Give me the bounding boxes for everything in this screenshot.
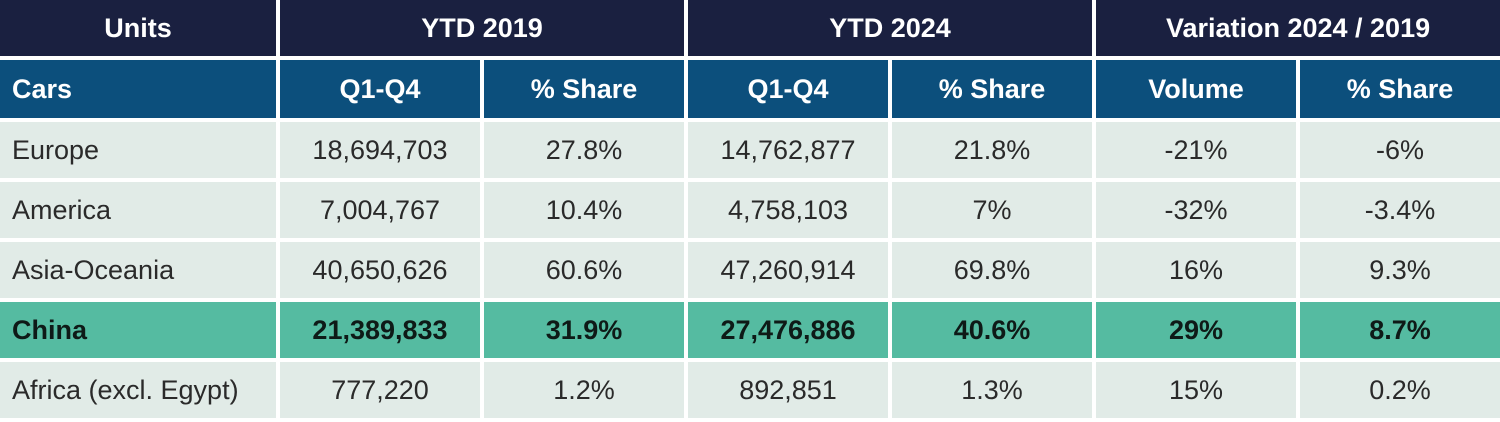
share-2024-cell: 69.8% [892, 242, 1093, 298]
volume-variation-cell: -32% [1096, 182, 1297, 238]
table-row-asia-oceania: Asia-Oceania 40,650,626 60.6% 47,260,914… [0, 242, 1500, 298]
table-row-africa: Africa (excl. Egypt) 777,220 1.2% 892,85… [0, 362, 1500, 418]
share-2019-cell: 60.6% [484, 242, 685, 298]
q1q4-2024-cell: 14,762,877 [688, 122, 889, 178]
header-share-variation: % Share [1300, 60, 1500, 118]
header-units: Units [0, 0, 276, 56]
volume-variation-cell: 16% [1096, 242, 1297, 298]
q1q4-2019-cell: 18,694,703 [280, 122, 480, 178]
share-2024-cell: 1.3% [892, 362, 1093, 418]
q1q4-2019-cell: 7,004,767 [280, 182, 480, 238]
header-q1q4-2019: Q1-Q4 [280, 60, 480, 118]
share-2019-cell: 1.2% [484, 362, 685, 418]
share-variation-cell: 0.2% [1300, 362, 1500, 418]
header-variation: Variation 2024 / 2019 [1096, 0, 1500, 56]
table-row-america: America 7,004,767 10.4% 4,758,103 7% -32… [0, 182, 1500, 238]
region-cell: America [0, 182, 276, 238]
share-2024-cell: 40.6% [892, 302, 1093, 358]
share-variation-cell: 9.3% [1300, 242, 1500, 298]
table-row-china: China 21,389,833 31.9% 27,476,886 40.6% … [0, 302, 1500, 358]
share-2024-cell: 21.8% [892, 122, 1093, 178]
top-header-row: Units YTD 2019 YTD 2024 Variation 2024 /… [0, 0, 1500, 56]
share-variation-cell: -6% [1300, 122, 1500, 178]
header-ytd-2024: YTD 2024 [688, 0, 1093, 56]
header-ytd-2019: YTD 2019 [280, 0, 685, 56]
region-cell: Africa (excl. Egypt) [0, 362, 276, 418]
share-variation-cell: 8.7% [1300, 302, 1500, 358]
share-2019-cell: 27.8% [484, 122, 685, 178]
table-row-europe: Europe 18,694,703 27.8% 14,762,877 21.8%… [0, 122, 1500, 178]
header-q1q4-2024: Q1-Q4 [688, 60, 889, 118]
share-2024-cell: 7% [892, 182, 1093, 238]
volume-variation-cell: 15% [1096, 362, 1297, 418]
share-2019-cell: 10.4% [484, 182, 685, 238]
header-share-2024: % Share [892, 60, 1093, 118]
region-cell: China [0, 302, 276, 358]
header-volume: Volume [1096, 60, 1297, 118]
volume-variation-cell: 29% [1096, 302, 1297, 358]
q1q4-2019-cell: 40,650,626 [280, 242, 480, 298]
sub-header-row: Cars Q1-Q4 % Share Q1-Q4 % Share Volume … [0, 60, 1500, 118]
share-2019-cell: 31.9% [484, 302, 685, 358]
q1q4-2019-cell: 21,389,833 [280, 302, 480, 358]
q1q4-2024-cell: 4,758,103 [688, 182, 889, 238]
q1q4-2024-cell: 27,476,886 [688, 302, 889, 358]
share-variation-cell: -3.4% [1300, 182, 1500, 238]
q1q4-2024-cell: 892,851 [688, 362, 889, 418]
region-cell: Asia-Oceania [0, 242, 276, 298]
header-cars: Cars [0, 60, 276, 118]
header-share-2019: % Share [484, 60, 685, 118]
q1q4-2019-cell: 777,220 [280, 362, 480, 418]
region-cell: Europe [0, 122, 276, 178]
volume-variation-cell: -21% [1096, 122, 1297, 178]
q1q4-2024-cell: 47,260,914 [688, 242, 889, 298]
